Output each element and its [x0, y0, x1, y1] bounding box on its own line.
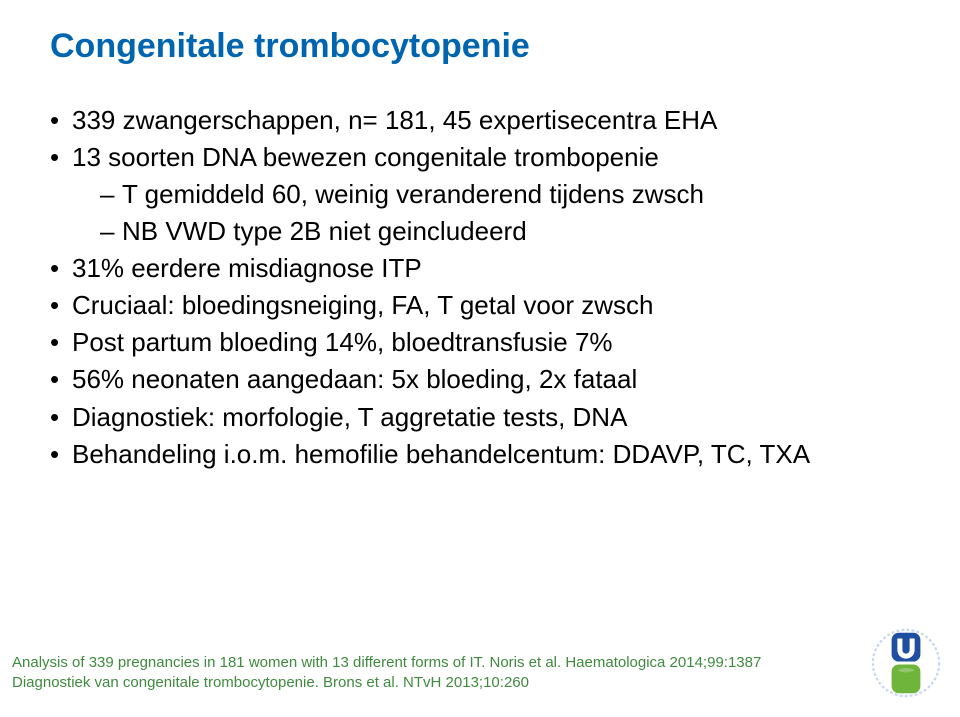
umc-logo-icon — [870, 627, 942, 699]
sub-bullet-text: T gemiddeld 60, weinig veranderend tijde… — [122, 179, 704, 209]
bullet-text: Diagnostiek: morfologie, T aggretatie te… — [72, 402, 627, 432]
sub-bullet-item: NB VWD type 2B niet geincludeerd — [100, 214, 910, 249]
bullet-item: 339 zwangerschappen, n= 181, 45 expertis… — [50, 103, 910, 138]
slide-title: Congenitale trombocytopenie — [50, 26, 910, 67]
bullet-text: 31% eerdere misdiagnose ITP — [72, 253, 422, 283]
references: Analysis of 339 pregnancies in 181 women… — [12, 653, 761, 694]
bullet-item: 13 soorten DNA bewezen congenitale tromb… — [50, 140, 910, 249]
bullet-text: Behandeling i.o.m. hemofilie behandelcen… — [72, 439, 810, 469]
sub-bullet-item: T gemiddeld 60, weinig veranderend tijde… — [100, 177, 910, 212]
bullet-text: Cruciaal: bloedingsneiging, FA, T getal … — [72, 290, 653, 320]
bullet-text: Post partum bloeding 14%, bloedtransfusi… — [72, 327, 613, 357]
bullet-list: 339 zwangerschappen, n= 181, 45 expertis… — [50, 103, 910, 472]
reference-line: Diagnostiek van congenitale trombocytope… — [12, 673, 761, 693]
sub-bullet-text: NB VWD type 2B niet geincludeerd — [122, 216, 527, 246]
bullet-item: 56% neonaten aangedaan: 5x bloeding, 2x … — [50, 362, 910, 397]
bullet-item: Cruciaal: bloedingsneiging, FA, T getal … — [50, 288, 910, 323]
bullet-item: Diagnostiek: morfologie, T aggretatie te… — [50, 400, 910, 435]
slide: Congenitale trombocytopenie 339 zwangers… — [0, 0, 960, 717]
sub-list: T gemiddeld 60, weinig veranderend tijde… — [72, 177, 910, 249]
bullet-item: Behandeling i.o.m. hemofilie behandelcen… — [50, 437, 910, 472]
reference-line: Analysis of 339 pregnancies in 181 women… — [12, 653, 761, 673]
bullet-text: 56% neonaten aangedaan: 5x bloeding, 2x … — [72, 364, 637, 394]
bullet-item: 31% eerdere misdiagnose ITP — [50, 251, 910, 286]
bullet-text: 13 soorten DNA bewezen congenitale tromb… — [72, 142, 659, 172]
bullet-item: Post partum bloeding 14%, bloedtransfusi… — [50, 325, 910, 360]
bullet-text: 339 zwangerschappen, n= 181, 45 expertis… — [72, 105, 717, 135]
